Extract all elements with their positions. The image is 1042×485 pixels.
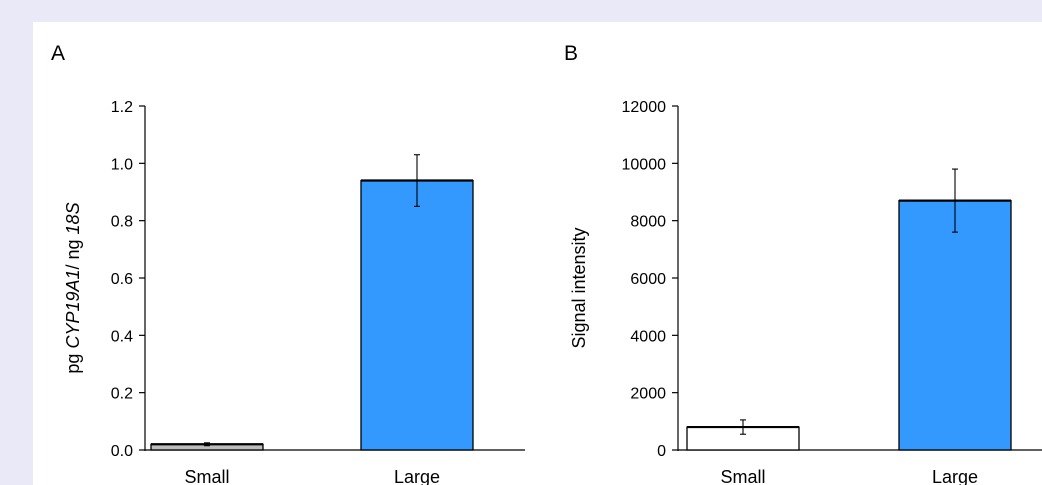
y-tick-label-a: 0.6 — [111, 271, 133, 288]
y-tick-label-b: 12000 — [622, 99, 667, 116]
category-label-a: Small — [184, 467, 229, 485]
y-tick-label-b: 8000 — [630, 214, 666, 231]
figure-svg: A 0.0 0.2 0.4 0.6 0.8 1.0 1.2 Small Large pg CYP1… — [51, 42, 1042, 485]
y-tick-label-b: 4000 — [630, 328, 666, 345]
figure: A 0.0 0.2 0.4 0.6 0.8 1.0 1.2 Small Large pg CYP1… — [33, 22, 1042, 485]
chart-panel-a: A 0.0 0.2 0.4 0.6 0.8 1.0 1.2 Small Large pg CYP1… — [51, 42, 525, 485]
y-axis-title-a: pg CYP19A1/ ng 18S — [63, 202, 83, 373]
y-tick-label-a: 0.8 — [111, 214, 133, 231]
y-tick-label-b: 6000 — [630, 271, 666, 288]
y-tick-label-b: 0 — [657, 443, 666, 460]
category-label-a: Large — [394, 467, 440, 485]
y-tick-label-a: 1.2 — [111, 99, 133, 116]
chart-panel-b: B 0 2000 4000 6000 8000 10000 12000 Small Large S… — [564, 42, 1042, 485]
y-tick-label-a: 0.2 — [111, 386, 133, 403]
y-tick-label-a: 1.0 — [111, 156, 133, 173]
panel-label-b: B — [564, 42, 578, 65]
y-tick-label-a: 0.0 — [111, 443, 133, 460]
category-label-b: Small — [720, 467, 765, 485]
y-tick-label-b: 2000 — [630, 386, 666, 403]
y-axis-title-b: Signal intensity — [569, 227, 589, 348]
y-tick-label-a: 0.4 — [111, 328, 133, 345]
category-label-b: Large — [932, 467, 978, 485]
bar-large-a — [360, 179, 474, 451]
y-tick-label-b: 10000 — [622, 156, 667, 173]
panel-label-a: A — [51, 42, 65, 65]
bar-large-b — [898, 199, 1012, 451]
